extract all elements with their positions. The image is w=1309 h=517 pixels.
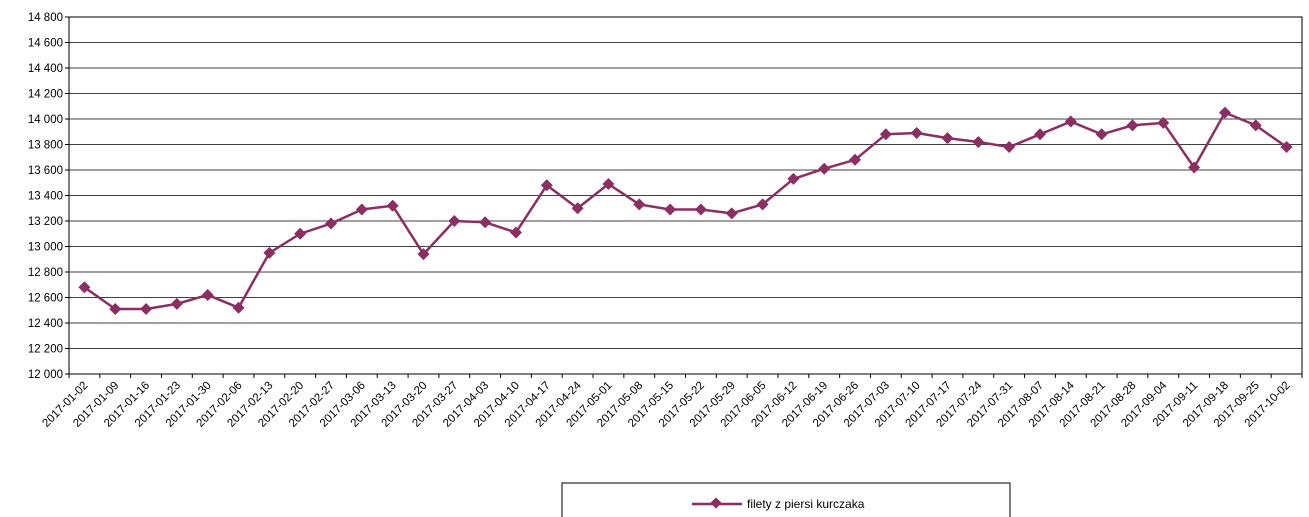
data-point [1095, 128, 1108, 141]
y-tick-label: 14 200 [28, 89, 63, 101]
y-axis: 12 000 12 200 12 400 12 600 12 800 13 000 13 2… [28, 12, 69, 381]
legend-box [561, 482, 1011, 517]
data-point [325, 217, 338, 230]
y-tick-label: 14 000 [28, 114, 63, 126]
data-point [571, 202, 584, 215]
x-axis: 2017-01-022017-01-092017-01-162017-01-23… [40, 374, 1303, 430]
data-point [355, 203, 368, 216]
y-tick-label: 12 800 [28, 267, 63, 279]
data-point [849, 153, 862, 166]
data-point [1188, 161, 1201, 174]
data-point [756, 198, 769, 211]
data-point [972, 135, 985, 148]
y-tick-label: 14 800 [28, 12, 63, 24]
y-tick-label: 13 200 [28, 216, 63, 228]
data-point [910, 127, 923, 140]
y-tick-label: 13 800 [28, 140, 63, 152]
data-point [386, 199, 399, 212]
y-tick-label: 14 600 [28, 38, 63, 50]
y-tick-label: 13 600 [28, 165, 63, 177]
data-point [448, 215, 461, 227]
data-point [78, 281, 91, 294]
data-point [509, 226, 522, 239]
data-point [140, 302, 153, 315]
data-point [664, 203, 677, 216]
data-point [694, 203, 707, 216]
data-point [941, 132, 954, 145]
y-tick-label: 12 600 [28, 293, 63, 305]
data-point [787, 172, 800, 185]
data-point [725, 207, 738, 220]
y-tick-label: 12 400 [28, 318, 63, 330]
data-point [263, 246, 276, 259]
y-tick-label: 13 000 [28, 242, 63, 254]
series-layer [78, 106, 1293, 315]
data-point [879, 128, 892, 141]
gridlines [68, 16, 1303, 375]
y-tick-label: 12 000 [28, 369, 63, 381]
data-point [540, 179, 553, 192]
data-point [1033, 128, 1046, 141]
data-point [170, 297, 183, 310]
data-point [1064, 115, 1077, 128]
data-point [633, 198, 646, 211]
legend: filety z piersi kurczaka [561, 482, 1011, 517]
data-point [1126, 119, 1139, 132]
y-tick-label: 12 200 [28, 344, 63, 356]
data-point [201, 288, 214, 301]
legend-series-label: filety z piersi kurczaka [747, 497, 865, 511]
data-point [818, 162, 831, 175]
y-tick-label: 14 400 [28, 63, 63, 75]
data-point [1157, 116, 1170, 129]
data-point [602, 178, 615, 191]
data-point [232, 301, 245, 314]
data-point [1218, 106, 1231, 119]
data-point [1280, 141, 1293, 154]
data-point [479, 216, 492, 229]
series-line [83, 111, 1288, 311]
data-point [109, 302, 122, 315]
data-point [1249, 119, 1262, 132]
legend-series-marker [710, 497, 722, 509]
data-point [417, 248, 430, 261]
data-point [294, 227, 307, 240]
data-point [1003, 141, 1016, 154]
y-tick-label: 13 400 [28, 191, 63, 203]
